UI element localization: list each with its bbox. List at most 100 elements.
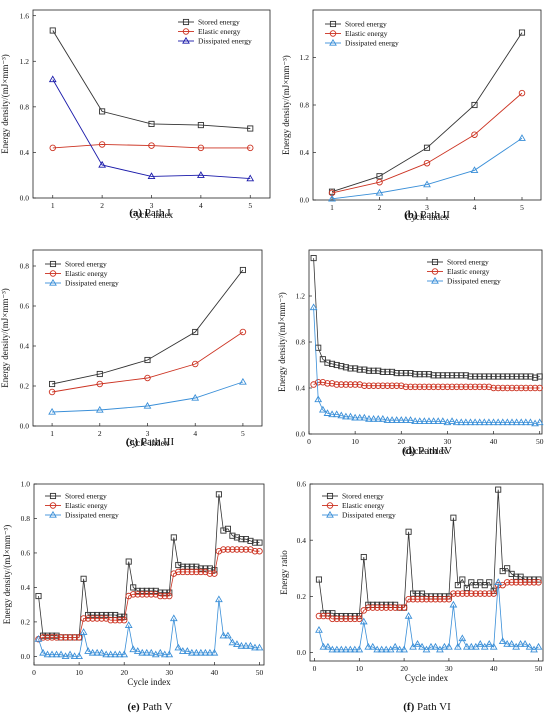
dissipated-energy-marker <box>365 414 373 422</box>
dissipated-energy-marker <box>431 276 439 284</box>
stored-energy-marker <box>215 491 222 498</box>
x-tick-label: 40 <box>490 437 498 446</box>
x-axis-label: Cycle index <box>405 212 449 222</box>
stored-energy-marker <box>462 372 469 379</box>
stored-energy-marker <box>402 370 409 377</box>
stored-energy-marker <box>393 370 400 377</box>
dissipated-energy-marker <box>169 614 178 622</box>
dissipated-energy-marker <box>196 648 205 656</box>
stored-energy-marker <box>342 364 349 371</box>
y-tick-label: 0.0 <box>296 430 306 439</box>
stored-energy-marker <box>481 373 488 380</box>
stored-energy-marker <box>472 373 479 380</box>
stored-energy-marker <box>233 534 240 541</box>
x-tick-label: 2 <box>98 429 102 438</box>
stored-energy-marker <box>143 587 150 594</box>
dissipated-energy-marker <box>507 640 516 647</box>
elastic-energy-marker <box>425 383 433 391</box>
stored-energy-marker <box>459 576 466 583</box>
elastic-energy-marker <box>93 615 101 622</box>
dissipated-energy-marker <box>124 621 133 629</box>
legend-label: Stored energy <box>65 260 107 269</box>
stored-energy-marker <box>490 373 497 380</box>
stored-energy-marker <box>508 373 516 380</box>
stored-energy-marker <box>431 258 439 266</box>
elastic-energy-marker <box>206 570 214 577</box>
elastic-energy-marker <box>170 570 178 577</box>
dissipated-energy-marker <box>88 648 97 656</box>
x-tick-label: 50 <box>256 668 264 677</box>
elastic-energy-marker <box>402 383 410 391</box>
dissipated-energy-marker <box>418 642 426 650</box>
stored-energy-marker <box>98 611 105 619</box>
y-tick-label: 0.8 <box>21 514 31 523</box>
dissipated-energy-marker <box>187 648 196 656</box>
x-tick-label: 40 <box>490 664 498 673</box>
stored-energy-marker <box>175 561 182 569</box>
stored-energy-marker <box>495 373 502 380</box>
stored-energy-marker <box>347 365 354 372</box>
dissipated-energy-marker <box>324 642 332 650</box>
stored-energy-marker <box>504 565 511 572</box>
elastic-energy-marker <box>220 546 227 553</box>
x-tick-label: 5 <box>520 203 524 212</box>
dissipated-energy-marker <box>147 648 156 656</box>
elastic-energy-marker <box>62 634 69 641</box>
elastic-energy-marker <box>188 568 196 576</box>
dissipated-energy-marker <box>461 418 470 426</box>
chart-panel-f: 0 10 20 30 40 50 0.0 0.2 0.4 0.6 Cycle index Energy… <box>279 480 544 713</box>
elastic-energy-marker <box>66 634 74 641</box>
panel-caption-letter: (a) <box>129 207 142 219</box>
dissipated-energy-marker <box>503 418 512 426</box>
stored-energy-marker <box>80 575 87 582</box>
series-stored-energy <box>310 254 543 381</box>
elastic-energy-marker <box>229 546 236 553</box>
stored-energy-marker <box>398 370 405 377</box>
x-tick-label: 4 <box>199 201 203 210</box>
x-axis-label: Cycle index <box>404 446 448 456</box>
dissipated-energy-marker <box>337 411 346 419</box>
dissipated-energy-marker <box>517 418 526 426</box>
elastic-energy-marker <box>238 546 245 553</box>
stored-energy-marker <box>224 525 231 532</box>
dissipated-energy-marker <box>201 648 210 656</box>
legend-label: Dissipated energy <box>447 277 501 286</box>
dissipated-energy-marker <box>323 409 332 416</box>
legend-label: Stored energy <box>198 18 240 27</box>
elastic-energy-marker <box>421 383 428 391</box>
dissipated-energy-marker <box>115 650 124 658</box>
elastic-energy-marker <box>197 144 205 152</box>
dissipated-energy-marker <box>242 641 250 649</box>
panel-caption: (a) Path I <box>129 207 171 219</box>
elastic-energy-marker <box>71 634 78 641</box>
elastic-energy-marker <box>467 383 474 391</box>
series-dissipated-energy <box>309 303 544 427</box>
elastic-energy-marker <box>411 383 419 391</box>
elastic-energy-marker <box>441 595 448 603</box>
stored-energy-marker <box>197 122 204 129</box>
stored-energy-marker <box>251 539 259 546</box>
dissipated-energy-marker <box>237 641 246 649</box>
stored-energy-marker <box>486 579 493 586</box>
elastic-energy-marker <box>373 604 381 611</box>
dissipated-energy-marker <box>440 642 449 650</box>
legend-label: Elastic energy <box>65 501 108 510</box>
elastic-energy-marker <box>129 591 137 598</box>
stored-energy-marker <box>450 514 457 521</box>
dissipated-energy-marker <box>95 405 104 413</box>
dissipated-energy-marker <box>34 635 43 642</box>
stored-energy-marker <box>370 367 377 374</box>
stored-energy-marker <box>476 373 483 380</box>
dissipated-energy-marker <box>516 640 525 647</box>
panel-caption-text: Path I <box>142 207 171 219</box>
dissipated-energy-marker <box>233 640 241 647</box>
dissipated-energy-marker <box>535 418 544 426</box>
y-tick-label: 0.2 <box>297 592 307 601</box>
elastic-energy-marker <box>414 595 421 603</box>
elastic-energy-marker <box>423 159 431 167</box>
elastic-energy-marker <box>432 595 439 603</box>
elastic-energy-marker <box>157 592 164 600</box>
legend-label: Stored energy <box>447 258 489 267</box>
chart-panel-a: 1 2 3 4 5 0.0 0.4 0.8 1.2 1.6 Cycle index Energy de… <box>0 9 271 220</box>
dissipated-energy-marker <box>453 642 462 650</box>
